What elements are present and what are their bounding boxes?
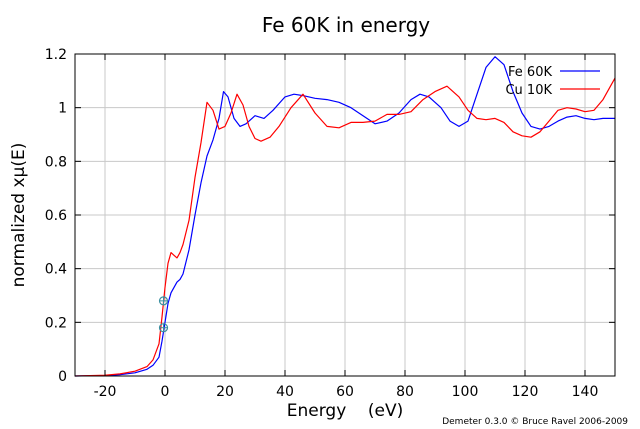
y-tick-label: 1 [58, 101, 67, 117]
legend: Fe 60K Cu 10K [505, 65, 600, 98]
credit-text: Demeter 0.3.0 © Bruce Ravel 2006-2009 [442, 417, 628, 427]
y-tick-label: 0.2 [45, 315, 67, 331]
y-tick-label: 0 [58, 369, 67, 385]
series-line-0 [74, 56, 615, 377]
grid [75, 53, 615, 377]
y-tick-label: 0.6 [45, 208, 67, 224]
x-tick-label: 120 [512, 384, 539, 400]
x-tick-label: 0 [161, 384, 170, 400]
x-axis-label: Energy (eV) [287, 401, 404, 421]
chart-title: Fe 60K in energy [262, 13, 430, 37]
x-tick-label: 20 [216, 384, 234, 400]
x-tick-label: 80 [396, 384, 414, 400]
series-layer [74, 56, 616, 377]
x-tick-label: 140 [572, 384, 599, 400]
marker-1 [158, 323, 169, 333]
y-axis-label: normalized xμ(E) [9, 143, 29, 288]
y-tick-label: 0.8 [45, 154, 67, 170]
x-tick-label: -20 [94, 384, 117, 400]
legend-label-0: Fe 60K [508, 65, 552, 80]
x-tick-label: 100 [452, 384, 479, 400]
x-tick-label: 60 [336, 384, 354, 400]
series-line-1 [74, 77, 616, 377]
x-tick-label: 40 [276, 384, 294, 400]
tick-labels: -20 0 20 40 60 80 100 120 140 0 0.2 0.4 0.6 0.8 1 1.2 [45, 47, 615, 400]
marker-layer [158, 296, 169, 333]
marker-0 [158, 296, 169, 306]
legend-label-1: Cu 10K [505, 83, 552, 98]
y-tick-label: 1.2 [45, 47, 67, 63]
y-tick-label: 0.4 [45, 262, 67, 278]
